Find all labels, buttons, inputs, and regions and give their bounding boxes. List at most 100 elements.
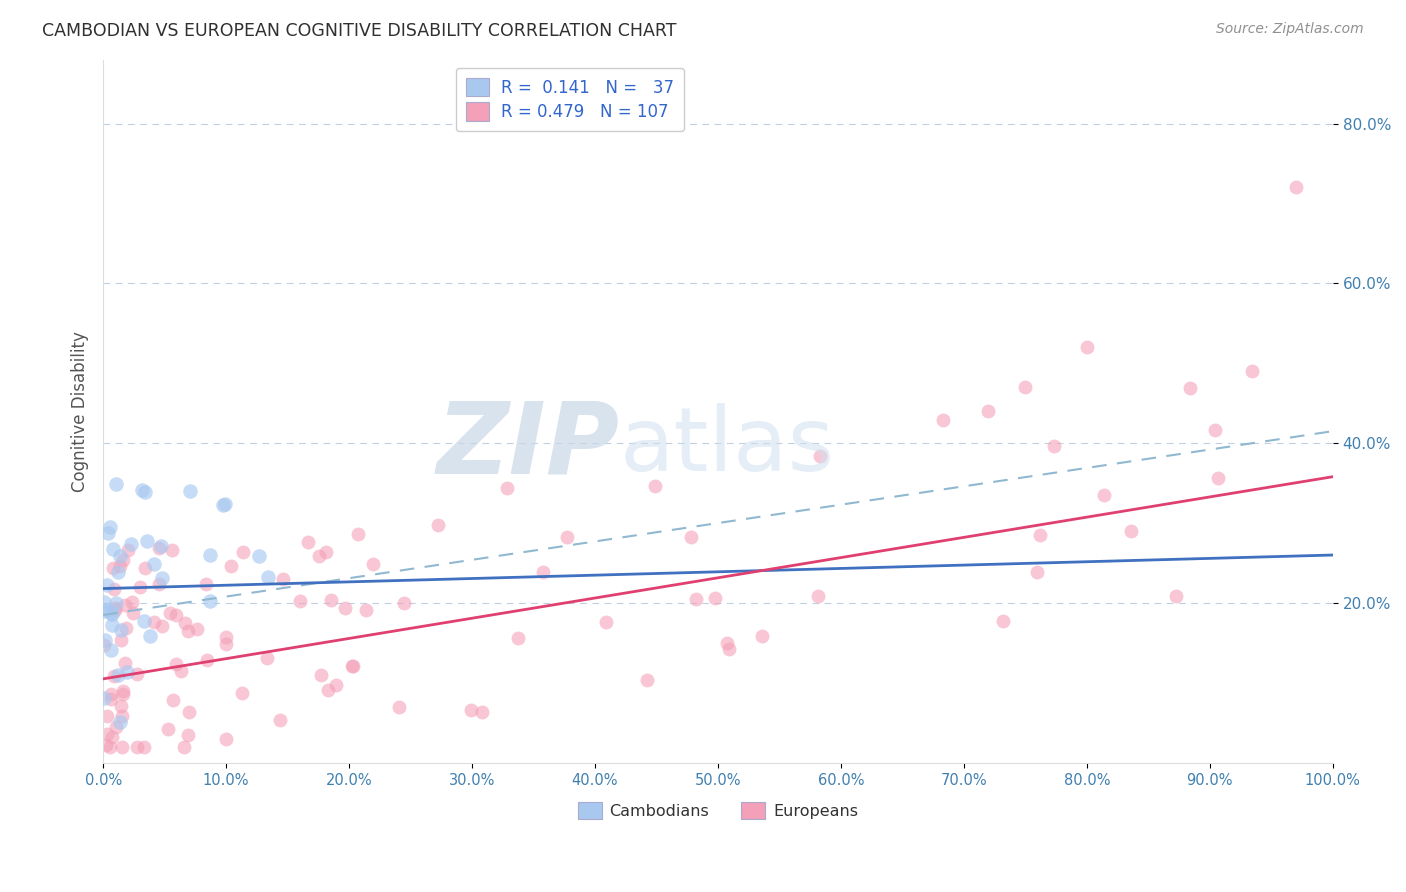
Point bbox=[704, 591, 727, 606]
Point bbox=[160, 543, 183, 558]
Point bbox=[1026, 566, 1049, 580]
Point bbox=[495, 481, 517, 495]
Point bbox=[93, 633, 115, 648]
Point bbox=[104, 720, 127, 734]
Point bbox=[1204, 424, 1226, 438]
Point bbox=[101, 607, 124, 621]
Point bbox=[111, 687, 134, 701]
Point bbox=[149, 540, 172, 554]
Point bbox=[93, 595, 115, 609]
Point bbox=[215, 732, 238, 747]
Text: Source: ZipAtlas.com: Source: ZipAtlas.com bbox=[1216, 22, 1364, 37]
Point bbox=[142, 558, 165, 572]
Point bbox=[173, 739, 195, 754]
Point bbox=[219, 558, 242, 573]
Point bbox=[111, 553, 134, 567]
Point bbox=[111, 739, 134, 754]
Point bbox=[1092, 488, 1115, 502]
Point bbox=[679, 530, 702, 544]
Point bbox=[325, 677, 347, 691]
Point bbox=[111, 684, 134, 698]
Point bbox=[117, 665, 139, 680]
Point bbox=[1285, 180, 1308, 194]
Point bbox=[215, 636, 238, 650]
Point bbox=[127, 667, 149, 681]
Point bbox=[288, 593, 311, 607]
Point bbox=[186, 622, 208, 636]
Point bbox=[388, 700, 411, 714]
Point bbox=[148, 577, 170, 591]
Legend: Cambodians, Europeans: Cambodians, Europeans bbox=[571, 796, 865, 825]
Point bbox=[531, 565, 554, 579]
Point bbox=[115, 621, 138, 635]
Point bbox=[134, 739, 156, 754]
Point bbox=[555, 530, 578, 544]
Point bbox=[97, 526, 120, 541]
Y-axis label: Cognitive Disability: Cognitive Disability bbox=[72, 331, 89, 491]
Point bbox=[309, 668, 332, 682]
Point bbox=[165, 657, 187, 671]
Point bbox=[198, 594, 221, 608]
Point bbox=[297, 535, 319, 549]
Point bbox=[121, 595, 143, 609]
Point bbox=[644, 479, 666, 493]
Point bbox=[131, 483, 153, 497]
Point bbox=[110, 632, 132, 647]
Point bbox=[316, 682, 339, 697]
Point bbox=[1076, 340, 1098, 354]
Text: CAMBODIAN VS EUROPEAN COGNITIVE DISABILITY CORRELATION CHART: CAMBODIAN VS EUROPEAN COGNITIVE DISABILI… bbox=[42, 22, 676, 40]
Point bbox=[156, 722, 179, 736]
Point bbox=[100, 692, 122, 706]
Point bbox=[143, 615, 166, 630]
Point bbox=[96, 738, 118, 752]
Point bbox=[392, 596, 415, 610]
Point bbox=[150, 618, 173, 632]
Point bbox=[177, 624, 200, 639]
Point bbox=[177, 705, 200, 719]
Point bbox=[98, 520, 121, 534]
Point bbox=[808, 450, 831, 464]
Point bbox=[335, 601, 357, 615]
Point bbox=[315, 545, 337, 559]
Point bbox=[427, 517, 450, 532]
Point bbox=[247, 549, 270, 563]
Point bbox=[121, 537, 143, 551]
Point bbox=[170, 665, 193, 679]
Text: atlas: atlas bbox=[620, 403, 835, 490]
Point bbox=[256, 570, 278, 584]
Point bbox=[97, 603, 120, 617]
Point bbox=[110, 699, 132, 714]
Point bbox=[110, 715, 132, 730]
Point bbox=[636, 673, 658, 687]
Point bbox=[595, 615, 617, 629]
Point bbox=[96, 708, 118, 723]
Point bbox=[361, 557, 384, 571]
Point bbox=[93, 638, 115, 652]
Point bbox=[346, 526, 368, 541]
Point bbox=[718, 641, 741, 656]
Point bbox=[1029, 528, 1052, 542]
Point bbox=[200, 548, 222, 562]
Point bbox=[269, 713, 291, 727]
Point bbox=[1164, 590, 1187, 604]
Point bbox=[114, 656, 136, 670]
Point bbox=[100, 607, 122, 621]
Point bbox=[256, 651, 278, 665]
Point bbox=[977, 404, 1000, 418]
Point bbox=[139, 629, 162, 643]
Point bbox=[110, 623, 132, 637]
Point bbox=[108, 549, 131, 563]
Point bbox=[134, 561, 156, 575]
Point bbox=[108, 559, 131, 574]
Point bbox=[231, 686, 253, 700]
Point bbox=[308, 549, 330, 563]
Point bbox=[1121, 524, 1143, 538]
Point bbox=[107, 565, 129, 579]
Point bbox=[101, 542, 124, 557]
Point bbox=[195, 653, 218, 667]
Point bbox=[101, 618, 124, 632]
Point bbox=[1241, 364, 1264, 378]
Point bbox=[162, 693, 184, 707]
Point bbox=[508, 632, 530, 646]
Point bbox=[354, 603, 377, 617]
